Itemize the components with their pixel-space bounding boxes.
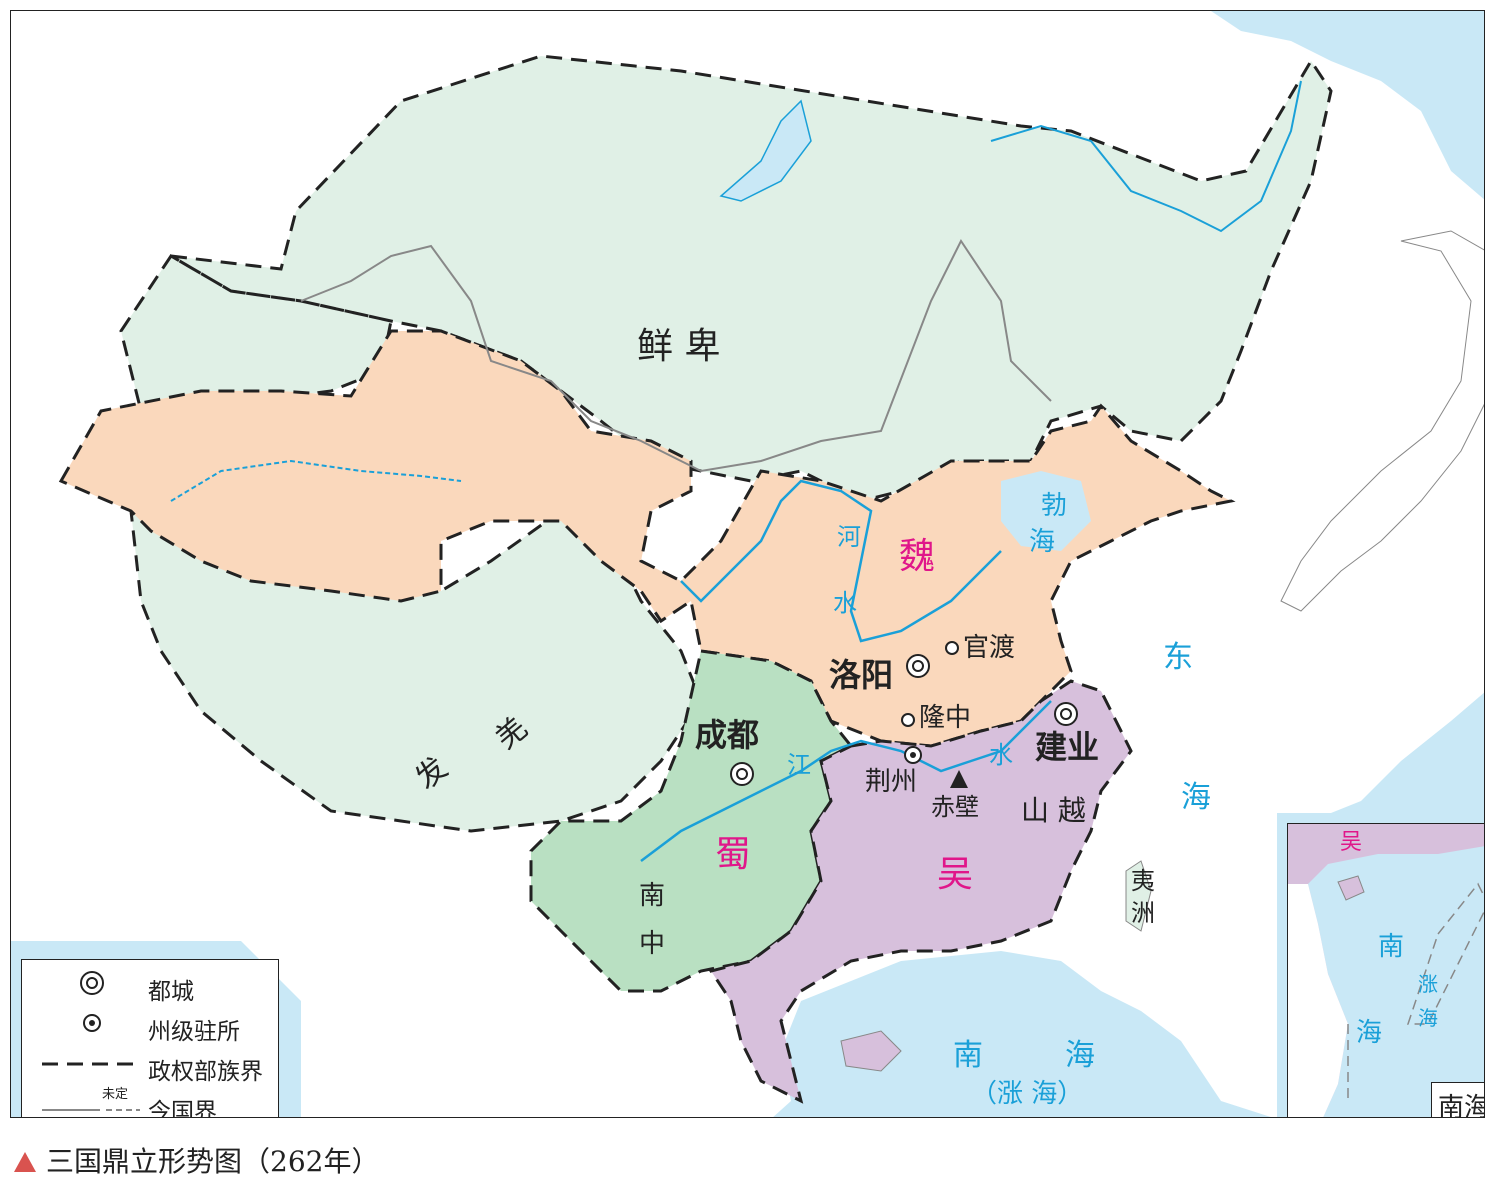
tarim-river bbox=[170, 459, 462, 502]
label-guandu: 官渡 bbox=[963, 633, 1016, 663]
legend-row-modern: 未定 今国界 bbox=[22, 1086, 280, 1118]
legend-undetermined-label: 未定 bbox=[102, 1087, 129, 1102]
legend-prefecture-label: 州级驻所 bbox=[148, 1019, 240, 1045]
label-yi: 夷 bbox=[1131, 867, 1155, 895]
caption-text: 三国鼎立形势图（262年） bbox=[46, 1145, 380, 1178]
inset-label-hai1: 海 bbox=[1418, 1006, 1438, 1030]
label-zhong: 中 bbox=[639, 929, 666, 959]
label-nan: 南 bbox=[639, 881, 666, 911]
inset-svg bbox=[1288, 824, 1484, 1117]
label-jingzhou: 荆州 bbox=[865, 767, 918, 797]
map-svg bbox=[11, 11, 1484, 1117]
label-wei: 魏 bbox=[899, 536, 936, 577]
region-shu bbox=[529, 649, 854, 993]
label-he-2: 水 bbox=[833, 589, 857, 617]
label-nanhai-2: 海 bbox=[1065, 1038, 1095, 1073]
inset-south-sea: 蜀 吴 南 涨 海 海 南海 bbox=[1287, 823, 1484, 1117]
boundary-line-icon bbox=[42, 1062, 140, 1066]
capital-icon-luoyang bbox=[906, 654, 930, 678]
label-bohai-1: 勃 bbox=[1041, 491, 1068, 521]
label-luoyang: 洛阳 bbox=[829, 656, 894, 694]
baikal bbox=[719, 99, 812, 202]
label-longzhong: 隆中 bbox=[919, 703, 972, 733]
capital-icon-chengdu bbox=[730, 762, 754, 786]
map-frame: 鲜 卑 魏 蜀 吴 发 羌 南 中 山 越 夷 洲 洛阳 成都 建业 荆州 官渡… bbox=[10, 10, 1485, 1118]
legend: 都城 州级驻所 政权部族界 未定 今国界 bbox=[21, 959, 280, 1118]
inset-label-zhang: 涨 bbox=[1418, 972, 1438, 996]
inset-label-wu: 吴 bbox=[1340, 830, 1363, 855]
label-jianye: 建业 bbox=[1035, 728, 1100, 766]
label-zhou: 洲 bbox=[1131, 899, 1155, 927]
label-bohai-2: 海 bbox=[1029, 527, 1056, 557]
hainan bbox=[840, 1030, 902, 1072]
modern-boundary-icon bbox=[42, 1109, 140, 1111]
label-donghai-2: 海 bbox=[1181, 780, 1211, 815]
taiwan bbox=[1125, 860, 1152, 932]
legend-boundary-label: 政权部族界 bbox=[148, 1059, 263, 1085]
label-jiang-1: 江 bbox=[787, 751, 811, 779]
label-chibi: 赤壁 bbox=[931, 793, 979, 821]
legend-modern-label: 今国界 bbox=[148, 1099, 217, 1118]
label-xianbei: 鲜 卑 bbox=[637, 326, 721, 367]
label-he-1: 河 bbox=[837, 523, 861, 551]
inset-label-shu: 蜀 bbox=[1300, 823, 1322, 824]
label-zhanghai: （涨 海） bbox=[971, 1079, 1084, 1109]
inset-label-nan: 南 bbox=[1378, 932, 1405, 962]
label-chengdu: 成都 bbox=[695, 716, 760, 754]
battle-icon-chibi bbox=[950, 770, 968, 788]
label-jiang-2: 水 bbox=[989, 741, 1013, 769]
town-icon-guandu bbox=[945, 641, 959, 655]
label-nanhai-1: 南 bbox=[953, 1038, 983, 1073]
label-shanyue: 山 越 bbox=[1021, 794, 1086, 827]
korea bbox=[1181, 501, 1261, 611]
prefecture-icon bbox=[83, 1014, 101, 1032]
yangtze-river bbox=[640, 700, 1052, 862]
inset-label-hai2: 海 bbox=[1356, 1018, 1383, 1048]
label-wu: 吴 bbox=[937, 854, 974, 895]
inset-title: 南海 bbox=[1430, 1082, 1484, 1117]
yellow-river bbox=[680, 479, 1002, 643]
legend-row-boundary: 政权部族界 bbox=[22, 1046, 280, 1085]
capital-icon bbox=[80, 971, 104, 995]
region-wu bbox=[708, 679, 1133, 1104]
prefecture-icon-jingzhou bbox=[904, 746, 922, 764]
label-donghai-1: 东 bbox=[1163, 640, 1193, 675]
modern-boundary bbox=[300, 239, 1052, 473]
legend-capital-label: 都城 bbox=[148, 979, 194, 1005]
label-shu: 蜀 bbox=[715, 834, 752, 875]
amur-river bbox=[990, 80, 1302, 233]
caption: 三国鼎立形势图（262年） bbox=[14, 1140, 379, 1180]
legend-row-capital: 都城 bbox=[22, 966, 280, 1005]
japan bbox=[1280, 230, 1484, 612]
town-icon-longzhong bbox=[901, 713, 915, 727]
triangle-icon bbox=[14, 1152, 36, 1172]
bohai bbox=[1001, 471, 1091, 551]
region-wei bbox=[58, 329, 1236, 748]
legend-row-prefecture: 州级驻所 bbox=[22, 1006, 280, 1045]
capital-icon-jianye bbox=[1054, 702, 1078, 726]
